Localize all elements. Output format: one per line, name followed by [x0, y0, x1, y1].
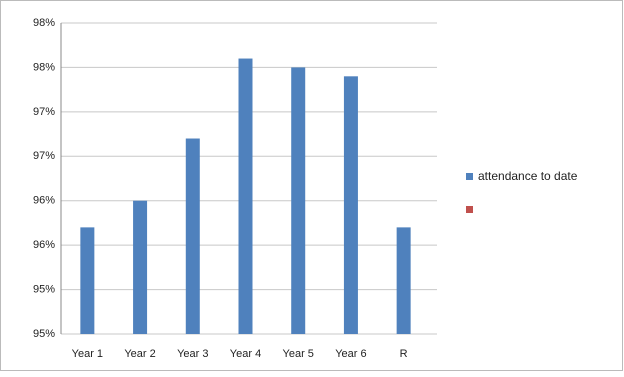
- bar: [396, 227, 411, 334]
- bar: [80, 227, 95, 334]
- x-tick-label: Year 5: [283, 348, 314, 360]
- legend-swatch: [466, 173, 473, 180]
- x-tick-label: Year 6: [335, 348, 366, 360]
- x-tick-label: Year 3: [177, 348, 208, 360]
- y-tick-label: 98%: [33, 61, 55, 73]
- y-tick-label: 95%: [33, 283, 55, 295]
- y-tick-label: 97%: [33, 150, 55, 162]
- x-tick-label: R: [400, 348, 408, 360]
- x-tick-label: Year 2: [124, 348, 155, 360]
- y-tick-label: 96%: [33, 195, 55, 207]
- bar: [238, 58, 253, 335]
- bar: [343, 76, 358, 335]
- legend-swatch-empty: [466, 206, 473, 213]
- bar: [133, 200, 148, 334]
- y-tick-label: 95%: [33, 328, 55, 340]
- y-tick-label: 98%: [33, 17, 55, 29]
- legend-label: attendance to date: [478, 169, 578, 183]
- bar: [185, 138, 200, 334]
- x-tick-label: Year 4: [230, 348, 261, 360]
- y-tick-label: 97%: [33, 106, 55, 118]
- bar: [291, 67, 306, 334]
- y-tick-label: 96%: [33, 239, 55, 251]
- x-tick-label: Year 1: [72, 348, 103, 360]
